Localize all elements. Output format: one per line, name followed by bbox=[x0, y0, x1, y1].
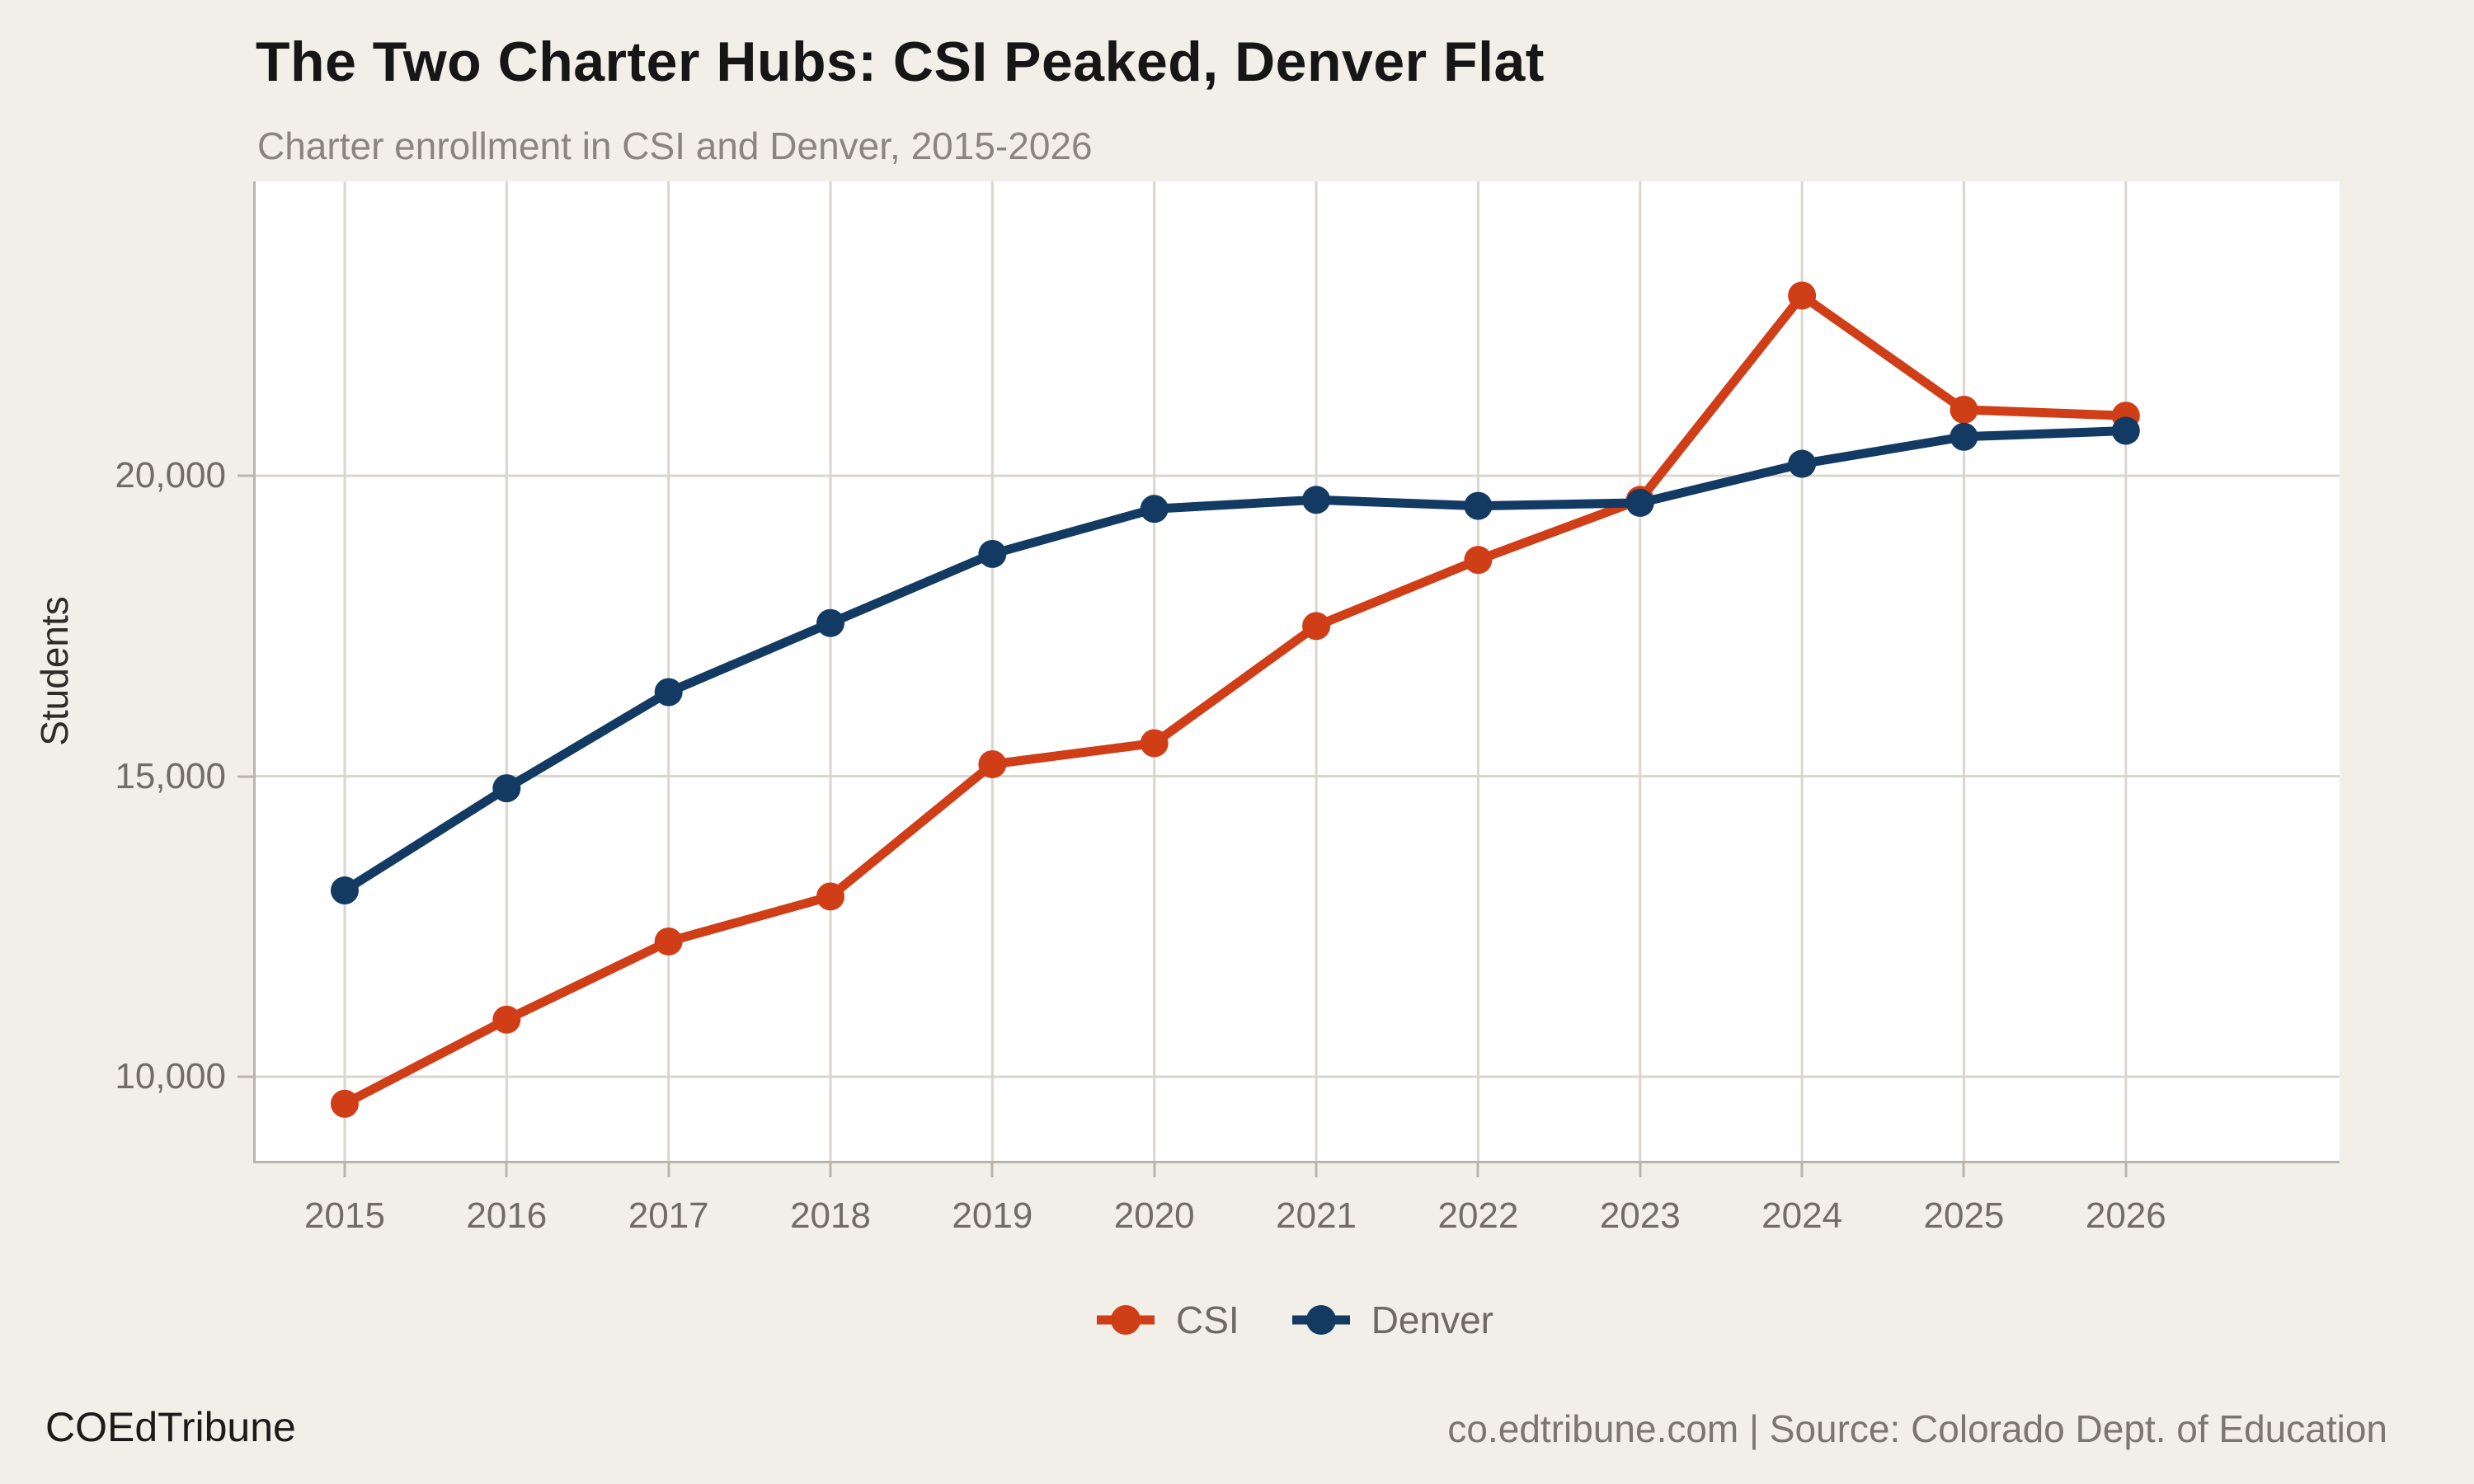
data-point-denver-2018 bbox=[816, 608, 845, 637]
y-tick-label-10000: 10,000 bbox=[115, 1055, 226, 1097]
x-tick-label-2022: 2022 bbox=[1437, 1195, 1519, 1236]
data-point-csi-2015 bbox=[330, 1089, 359, 1118]
legend-item-denver: Denver bbox=[1291, 1297, 1493, 1343]
data-point-denver-2021 bbox=[1302, 486, 1331, 514]
plot-svg bbox=[256, 181, 2340, 1161]
data-point-denver-2019 bbox=[978, 539, 1007, 568]
data-point-denver-2024 bbox=[1788, 449, 1817, 478]
data-point-denver-2017 bbox=[654, 678, 683, 707]
x-tick-mark-2017 bbox=[667, 1161, 670, 1177]
data-point-denver-2026 bbox=[2111, 416, 2140, 445]
data-point-denver-2016 bbox=[492, 774, 521, 803]
data-point-csi-2024 bbox=[1788, 281, 1817, 310]
x-tick-label-2019: 2019 bbox=[952, 1195, 1033, 1236]
x-tick-label-2018: 2018 bbox=[790, 1195, 871, 1236]
data-point-denver-2022 bbox=[1464, 491, 1493, 520]
series-line-denver bbox=[340, 425, 2131, 895]
chart-title: The Two Charter Hubs: CSI Peaked, Denver… bbox=[256, 31, 1545, 93]
x-tick-label-2016: 2016 bbox=[466, 1195, 548, 1236]
data-point-denver-2020 bbox=[1140, 495, 1169, 524]
chart-area: 10,000 15,000 20,000 2015 2016 2017 2018 2019 20… bbox=[115, 181, 2340, 1236]
data-point-denver-2015 bbox=[330, 876, 359, 905]
data-point-csi-2025 bbox=[1950, 395, 1978, 424]
x-tick-mark-2025 bbox=[1962, 1161, 1965, 1177]
data-point-denver-2023 bbox=[1625, 488, 1654, 517]
data-point-csi-2016 bbox=[492, 1005, 521, 1034]
data-point-denver-2025 bbox=[1950, 422, 1978, 451]
y-tick-label-20000: 20,000 bbox=[115, 455, 226, 496]
legend-label-denver: Denver bbox=[1371, 1298, 1493, 1341]
x-tick-mark-2024 bbox=[1800, 1161, 1804, 1177]
y-tick-mark-15000 bbox=[238, 775, 256, 778]
legend-marker-denver-icon bbox=[1291, 1305, 1350, 1335]
x-tick-mark-2023 bbox=[1639, 1161, 1642, 1177]
footer-source: co.edtribune.com | Source: Colorado Dept… bbox=[1447, 1407, 2387, 1450]
x-tick-label-2026: 2026 bbox=[2085, 1195, 2166, 1236]
chart-subtitle: Charter enrollment in CSI and Denver, 20… bbox=[257, 124, 1093, 167]
legend-item-csi: CSI bbox=[1097, 1297, 1239, 1343]
x-tick-mark-2020 bbox=[1153, 1161, 1156, 1177]
y-tick-mark-10000 bbox=[238, 1075, 256, 1078]
data-point-csi-2017 bbox=[654, 927, 683, 956]
x-tick-mark-2021 bbox=[1315, 1161, 1318, 1177]
data-point-csi-2021 bbox=[1302, 612, 1331, 641]
footer-brand: COEdTribune bbox=[45, 1404, 296, 1450]
data-point-csi-2019 bbox=[978, 749, 1007, 778]
legend: CSI Denver bbox=[253, 1291, 2337, 1349]
series-line-csi bbox=[340, 290, 2131, 1109]
legend-label-csi: CSI bbox=[1176, 1298, 1239, 1341]
x-tick-mark-2019 bbox=[990, 1161, 994, 1177]
y-tick-label-15000: 15,000 bbox=[115, 755, 226, 796]
x-tick-label-2021: 2021 bbox=[1276, 1195, 1357, 1236]
legend-marker-csi-icon bbox=[1097, 1305, 1155, 1335]
data-point-csi-2018 bbox=[816, 882, 845, 911]
x-tick-label-2023: 2023 bbox=[1599, 1195, 1681, 1236]
x-tick-label-2024: 2024 bbox=[1761, 1195, 1843, 1236]
x-tick-label-2017: 2017 bbox=[628, 1195, 709, 1236]
x-tick-mark-2022 bbox=[1476, 1161, 1479, 1177]
x-tick-mark-2018 bbox=[829, 1161, 832, 1177]
data-point-csi-2022 bbox=[1464, 546, 1493, 575]
data-point-csi-2020 bbox=[1140, 729, 1169, 758]
x-tick-label-2025: 2025 bbox=[1923, 1195, 2005, 1236]
x-tick-mark-2026 bbox=[2124, 1161, 2128, 1177]
y-tick-mark-20000 bbox=[238, 474, 256, 477]
y-axis-label: Students bbox=[33, 596, 76, 746]
x-tick-label-2020: 2020 bbox=[1113, 1195, 1195, 1236]
x-tick-label-2015: 2015 bbox=[304, 1195, 385, 1236]
x-tick-mark-2015 bbox=[343, 1161, 346, 1177]
x-tick-mark-2016 bbox=[505, 1161, 508, 1177]
